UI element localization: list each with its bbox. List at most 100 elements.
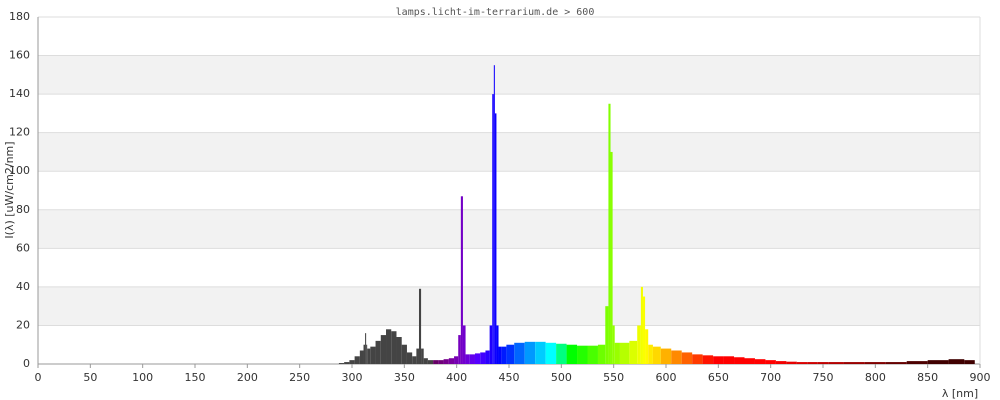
- spectrum-bar: [948, 359, 965, 364]
- spectrum-bar: [577, 345, 588, 364]
- x-tick-label: 0: [35, 371, 42, 384]
- spectrum-bar: [375, 340, 381, 364]
- spectrum-bar: [344, 362, 350, 364]
- spectrum-bar: [642, 296, 646, 364]
- spectrum-bar: [363, 344, 366, 364]
- spectrum-bar: [524, 341, 536, 364]
- spectrum-bar: [506, 344, 515, 364]
- spectrum-bar: [640, 286, 643, 364]
- spectrum-bar: [391, 331, 397, 364]
- spectrum-bar: [597, 344, 606, 364]
- spectrum-bar: [433, 360, 439, 364]
- x-tick-label: 800: [865, 371, 886, 384]
- spectrum-bar: [380, 335, 387, 364]
- grid-band: [38, 209, 980, 249]
- spectrum-bar: [485, 350, 490, 364]
- spectrum-bar: [614, 342, 620, 364]
- spectrum-bar: [964, 360, 975, 364]
- spectrum-bar: [648, 344, 653, 364]
- spectrum-bar: [671, 350, 682, 364]
- y-tick-label: 0: [23, 357, 30, 370]
- grid-band: [38, 286, 980, 326]
- spectrum-bar: [469, 354, 475, 364]
- spectrum-bar: [423, 358, 428, 364]
- x-tick-label: 900: [970, 371, 991, 384]
- spectrum-bar: [765, 360, 776, 364]
- spectrum-bar: [492, 94, 494, 364]
- spectrum-bar: [713, 356, 724, 364]
- spectrum-bar: [566, 344, 578, 364]
- spectrum-bar: [498, 346, 502, 364]
- spectrum-bar: [629, 340, 638, 364]
- y-tick-label: 160: [9, 49, 30, 62]
- spectrum-bar: [885, 362, 907, 364]
- x-tick-label: 700: [760, 371, 781, 384]
- spectrum-bar: [786, 361, 797, 364]
- x-tick-label: 300: [342, 371, 363, 384]
- x-tick-label: 650: [708, 371, 729, 384]
- spectrum-bar: [619, 342, 630, 364]
- y-tick-label: 40: [16, 280, 30, 293]
- spectrum-bar: [401, 344, 407, 364]
- spectrum-bar: [406, 352, 413, 364]
- y-tick-label: 20: [16, 318, 30, 331]
- spectrum-bar: [796, 362, 808, 364]
- x-tick-label: 50: [83, 371, 97, 384]
- spectrum-bar: [612, 325, 615, 364]
- spectrum-bar: [843, 362, 865, 364]
- spectrum-bar: [366, 344, 368, 364]
- spectrum-bar: [462, 325, 466, 364]
- spectrum-bar: [367, 348, 371, 364]
- spectrum-bar: [692, 354, 703, 364]
- spectrum-bar: [556, 343, 567, 364]
- spectrum-bar: [448, 358, 455, 364]
- y-tick-label: 120: [9, 126, 30, 139]
- spectrum-bar: [443, 359, 449, 364]
- spectrum-bar: [365, 333, 367, 364]
- y-tick-label: 180: [9, 10, 30, 23]
- spectrum-bar: [775, 361, 787, 364]
- spectrum-bar: [412, 356, 417, 364]
- spectrum-bar: [386, 329, 392, 364]
- spectrum-bar: [535, 341, 546, 364]
- x-tick-label: 100: [132, 371, 153, 384]
- spectrum-bar: [637, 325, 641, 364]
- spectrum-bar: [359, 350, 364, 364]
- spectrum-bar: [906, 361, 928, 364]
- spectrum-bar: [660, 348, 672, 364]
- spectrum-bar: [645, 329, 649, 364]
- spectrum-bar: [370, 346, 376, 364]
- spectrum-bar: [587, 345, 598, 364]
- x-tick-label: 400: [446, 371, 467, 384]
- x-tick-label: 350: [394, 371, 415, 384]
- spectrum-bar: [460, 196, 463, 364]
- spectrum-bar: [927, 360, 949, 364]
- spectrum-bar: [496, 325, 499, 364]
- spectrum-bar: [438, 360, 444, 364]
- grid-band: [38, 55, 980, 95]
- spectrum-bar: [418, 288, 422, 364]
- chart-title: lamps.licht-im-terrarium.de > 600: [396, 7, 595, 18]
- spectrum-bar: [494, 113, 497, 364]
- spectrum-bar: [864, 362, 886, 364]
- spectrum-bar: [681, 352, 693, 364]
- spectrum-bar: [416, 348, 419, 364]
- spectrum-bar: [338, 363, 345, 364]
- spectrum-bar: [349, 360, 355, 364]
- spectrum-bar: [608, 103, 611, 364]
- spectrum-bar: [514, 342, 525, 364]
- spectrum-bar: [702, 355, 714, 364]
- y-tick-label: 100: [9, 164, 30, 177]
- x-tick-label: 600: [656, 371, 677, 384]
- spectrum-bar: [354, 356, 360, 364]
- y-tick-label: 140: [9, 87, 30, 100]
- spectrum-bar: [734, 357, 745, 364]
- spectrum-bar: [754, 359, 766, 364]
- spectrum-bar: [828, 362, 844, 364]
- spectrum-bar: [501, 346, 507, 364]
- spectrum-bar: [427, 360, 434, 364]
- spectrum-bar: [480, 352, 486, 364]
- x-tick-label: 850: [917, 371, 938, 384]
- spectrum-bar: [474, 353, 481, 364]
